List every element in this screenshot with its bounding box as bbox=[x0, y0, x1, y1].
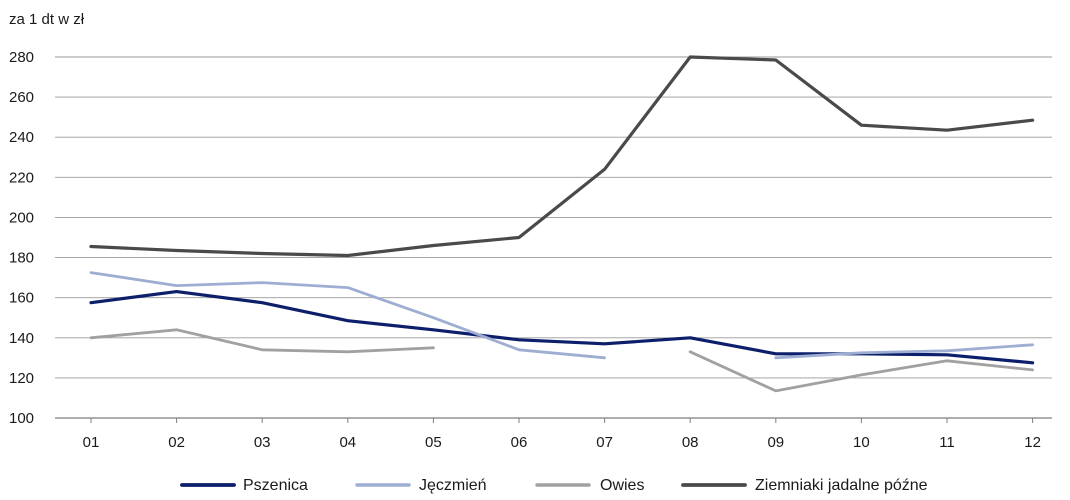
y-tick-label: 260 bbox=[9, 89, 34, 106]
series-line-segment bbox=[89, 271, 606, 360]
x-tick-label: 05 bbox=[425, 434, 442, 451]
y-tick-label: 180 bbox=[9, 250, 34, 267]
legend-item: Owies bbox=[535, 477, 644, 494]
x-tick-label: 02 bbox=[168, 434, 185, 451]
x-tick-label: 11 bbox=[939, 434, 955, 451]
legend-item: Jęczmień bbox=[355, 477, 487, 494]
series-line-segment bbox=[688, 350, 1034, 393]
series-line-segment bbox=[89, 328, 435, 354]
y-tick-label: 280 bbox=[9, 49, 34, 66]
y-tick-label: 140 bbox=[9, 330, 34, 347]
y-tick-label: 220 bbox=[9, 169, 34, 186]
series-1 bbox=[89, 271, 1034, 360]
x-tick-label: 10 bbox=[853, 434, 870, 451]
y-tick-label: 100 bbox=[9, 410, 34, 427]
y-tick-label: 200 bbox=[9, 209, 34, 226]
series-line-segment bbox=[774, 343, 1034, 360]
y-tick-label: 120 bbox=[9, 370, 34, 387]
legend-label: Ziemniaki jadalne późne bbox=[755, 477, 928, 494]
legend-label: Jęczmień bbox=[419, 477, 487, 494]
y-tick-label: 240 bbox=[9, 129, 34, 146]
gridlines bbox=[55, 56, 1052, 419]
x-tick-label: 09 bbox=[767, 434, 784, 451]
series-line-segment bbox=[89, 55, 1035, 258]
legend-label: Owies bbox=[600, 477, 644, 494]
x-tick-label: 03 bbox=[254, 434, 271, 451]
x-tick-label: 01 bbox=[83, 434, 100, 451]
x-tick-label: 04 bbox=[339, 434, 356, 451]
series-lines bbox=[89, 55, 1035, 393]
legend-item: Ziemniaki jadalne późne bbox=[681, 477, 928, 494]
y-axis-ticks: 100 120 140 160 180 200 220 240 260 280 bbox=[9, 49, 34, 427]
series-3 bbox=[89, 55, 1035, 258]
x-tick-label: 12 bbox=[1024, 434, 1041, 451]
series-2 bbox=[89, 328, 1034, 393]
legend-label: Pszenica bbox=[243, 477, 308, 494]
y-tick-label: 160 bbox=[9, 290, 34, 307]
y-axis-unit-label: za 1 dt w zł bbox=[9, 11, 85, 28]
x-tick-label: 06 bbox=[511, 434, 528, 451]
legend-item: Pszenica bbox=[180, 477, 308, 494]
series-0 bbox=[89, 290, 1035, 365]
x-tick-label: 08 bbox=[682, 434, 699, 451]
series-line-segment bbox=[89, 290, 1035, 365]
x-tick-label: 07 bbox=[596, 434, 613, 451]
x-axis-ticks: 01 02 03 04 05 06 07 08 09 10 11 12 bbox=[83, 418, 1041, 451]
legend: Pszenica Jęczmień Owies Ziemniaki jadalne p… bbox=[180, 477, 928, 494]
